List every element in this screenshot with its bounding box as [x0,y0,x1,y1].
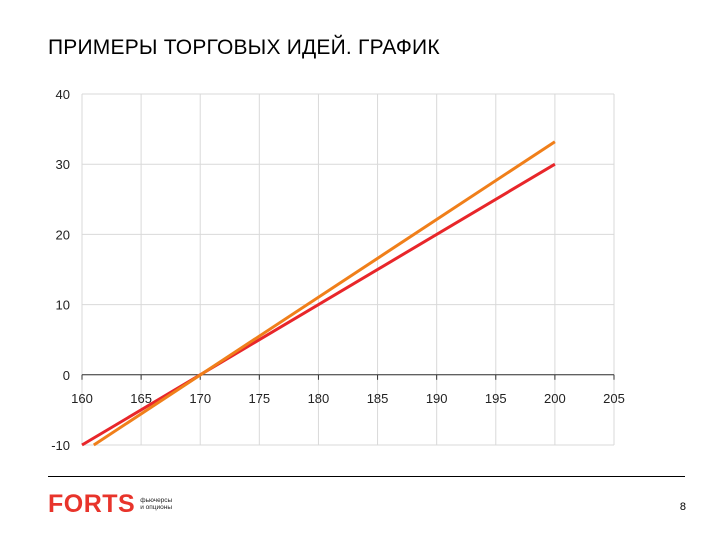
logo-tagline-line-2: и опционы [140,504,173,511]
series-line-1 [81,162,556,447]
page-number: 8 [679,501,686,513]
line-chart: 40 30 20 10 0 -10 160 165 170 175 180 185 190 195 200… [51,87,625,453]
x-tick-label: 175 [248,391,270,406]
x-tick-label: 205 [603,391,625,406]
x-tick-label: 200 [544,391,566,406]
y-tick-label: 20 [56,227,70,242]
x-tick-label: 190 [426,391,448,406]
chart-gridlines [81,93,615,446]
footer-divider [48,476,685,477]
x-tick-label: 195 [485,391,507,406]
logo-tagline: фьючерсы и опционы [140,497,172,511]
y-tick-labels: 40 30 20 10 0 -10 [51,87,70,453]
x-tick-label: 170 [189,391,211,406]
y-tick-label: 10 [56,298,70,313]
logo-wordmark: FORTS [48,489,136,518]
chart-axes [81,374,615,380]
x-tick-labels: 160 165 170 175 180 185 190 195 200 205 [71,391,625,406]
chart-series [81,140,556,447]
forts-logo: FORTS фьючерсы и опционы [48,490,172,518]
y-tick-label: 40 [56,87,70,102]
x-tick-label: 165 [130,391,152,406]
y-tick-label: 0 [63,368,70,383]
y-tick-label: -10 [51,438,70,453]
series-line-2 [92,140,556,447]
slide-title: ПРИМЕРЫ ТОРГОВЫХ ИДЕЙ. ГРАФИК [48,36,440,59]
x-tick-label: 185 [367,391,389,406]
x-tick-label: 180 [308,391,330,406]
logo-tagline-line-1: фьючерсы [140,497,173,504]
y-tick-label: 30 [56,157,70,172]
x-tick-label: 160 [71,391,93,406]
